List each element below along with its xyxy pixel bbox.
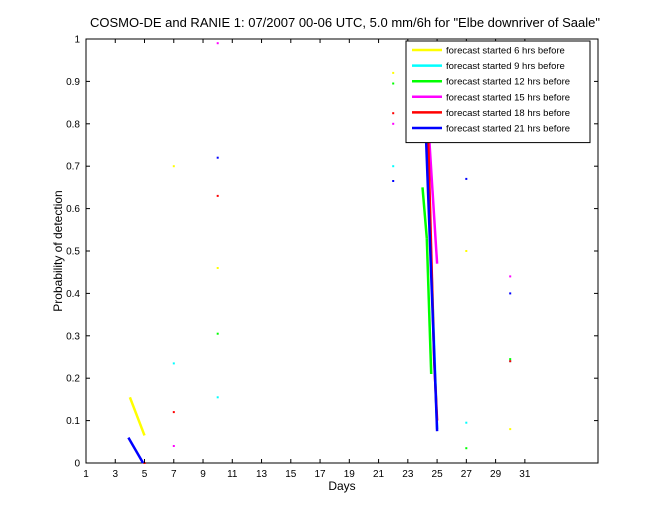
- x-tick-label: 5: [142, 469, 148, 480]
- x-tick-label: 19: [344, 469, 356, 480]
- data-point: [509, 275, 512, 278]
- legend-entry: forecast started 15 hrs before: [446, 92, 570, 103]
- series-line-segment: [421, 187, 429, 239]
- x-tick-label: 13: [256, 469, 268, 480]
- y-tick-label: 0.3: [66, 331, 80, 342]
- data-point: [465, 421, 468, 424]
- x-tick-label: 25: [432, 469, 444, 480]
- x-tick-label: 11: [227, 469, 238, 480]
- data-point: [216, 396, 219, 399]
- data-point: [216, 194, 219, 197]
- y-tick-label: 0.9: [66, 77, 80, 88]
- x-tick-label: 23: [402, 469, 414, 480]
- data-point: [392, 71, 395, 74]
- data-point: [509, 360, 512, 363]
- data-point: [465, 177, 468, 180]
- data-point: [216, 267, 219, 269]
- series-line-segment: [425, 238, 433, 375]
- y-tick-label: 1: [74, 35, 80, 46]
- x-tick-label: 27: [461, 469, 473, 480]
- y-axis-label: Probability of detection: [51, 190, 65, 311]
- legend-entry: forecast started 18 hrs before: [446, 108, 570, 119]
- legend-entry: forecast started 12 hrs before: [446, 77, 570, 88]
- legend: forecast started 6 hrs before forecast st…: [405, 40, 591, 144]
- data-point: [392, 122, 395, 125]
- y-axis: 0 0.1 0.2 0.3 0.4 0.5 0.6 0.7 0.8 0.9 1: [66, 35, 598, 470]
- data-point: [465, 447, 468, 450]
- data-point: [172, 362, 175, 365]
- data-point: [216, 42, 219, 45]
- x-tick-label: 17: [314, 469, 326, 480]
- y-tick-label: 0.6: [66, 204, 80, 215]
- data-point: [216, 332, 219, 335]
- series-3: [216, 82, 512, 450]
- y-tick-label: 0.4: [66, 289, 80, 300]
- legend-entry: forecast started 6 hrs before: [446, 46, 565, 57]
- x-tick-label: 15: [285, 469, 297, 480]
- data-point: [509, 358, 512, 361]
- data-point: [172, 165, 175, 168]
- x-tick-label: 29: [490, 469, 502, 480]
- x-tick-label: 1: [83, 469, 89, 480]
- data-point: [172, 445, 175, 447]
- x-tick-label: 31: [519, 469, 531, 480]
- y-tick-label: 0.8: [66, 119, 80, 130]
- data-point: [172, 411, 175, 414]
- legend-entry: forecast started 21 hrs before: [446, 124, 570, 135]
- data-point: [216, 156, 219, 159]
- x-tick-label: 21: [373, 469, 385, 480]
- data-point: [392, 82, 395, 85]
- data-point: [465, 250, 468, 252]
- y-tick-label: 0: [74, 459, 80, 470]
- y-tick-label: 0.5: [66, 247, 80, 258]
- data-point: [392, 165, 395, 168]
- series-line-segment: [127, 436, 145, 464]
- y-tick-label: 0.1: [66, 416, 80, 427]
- x-tick-label: 9: [200, 469, 206, 480]
- chart-title: COSMO-DE and RANIE 1: 07/2007 00-06 UTC,…: [90, 15, 600, 30]
- data-point: [509, 428, 512, 431]
- legend-entry: forecast started 9 hrs before: [446, 61, 565, 72]
- data-point: [392, 112, 395, 115]
- x-tick-label: 3: [112, 469, 118, 480]
- x-axis-label: Days: [328, 479, 355, 493]
- x-tick-label: 7: [171, 469, 177, 480]
- data-point: [392, 180, 395, 182]
- series-line-segment: [128, 396, 146, 436]
- data-point: [509, 292, 512, 295]
- y-tick-label: 0.7: [66, 162, 80, 173]
- y-tick-label: 0.2: [66, 374, 80, 385]
- x-axis: 1 3 5 7 9 11 13 15 17 19 21 23 25 27 29 31: [83, 39, 531, 480]
- legend-box: [405, 40, 591, 144]
